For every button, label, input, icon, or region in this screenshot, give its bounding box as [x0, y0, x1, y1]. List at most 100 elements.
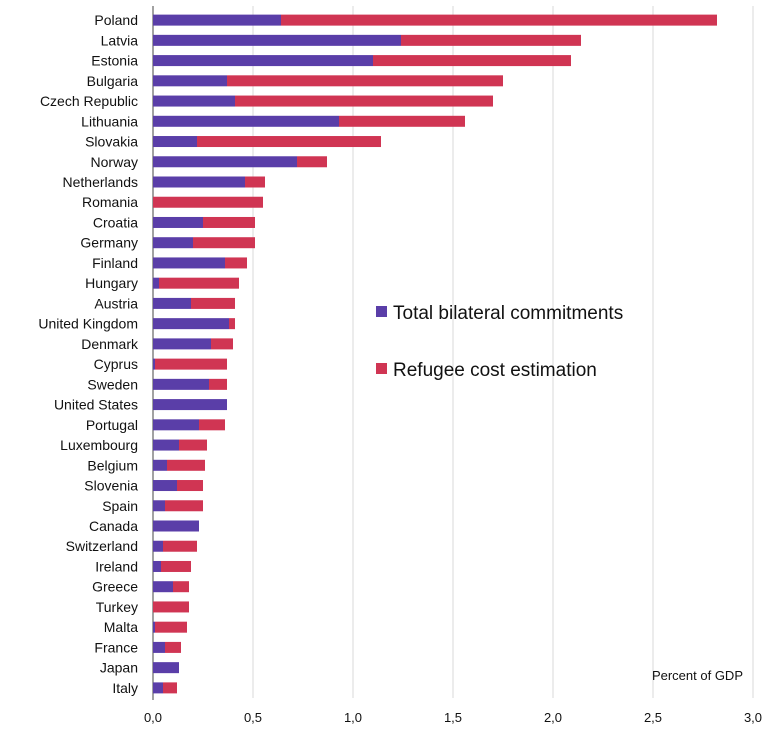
bar-bilateral-commitments [153, 662, 179, 674]
category-label: Lithuania [81, 113, 138, 129]
bar-refugee-cost [245, 176, 265, 188]
bar-refugee-cost [173, 581, 189, 593]
bar-refugee-cost [161, 560, 191, 572]
bar-bilateral-commitments [153, 358, 155, 370]
bar-refugee-cost [227, 75, 503, 87]
bar-bilateral-commitments [153, 419, 199, 431]
bar-bilateral-commitments [153, 682, 163, 694]
category-label: Finland [92, 255, 138, 271]
bar-bilateral-commitments [153, 95, 235, 107]
category-label: Greece [92, 579, 138, 595]
category-label: Sweden [87, 376, 138, 392]
bar-bilateral-commitments [153, 378, 209, 390]
bar-bilateral-commitments [153, 641, 165, 653]
bar-refugee-cost [177, 480, 203, 492]
category-label: Turkey [96, 599, 138, 615]
bar-bilateral-commitments [153, 136, 197, 148]
category-label: Portugal [86, 417, 138, 433]
category-label: Canada [89, 518, 138, 534]
bar-bilateral-commitments [153, 581, 173, 593]
bar-refugee-cost [225, 257, 247, 269]
bar-refugee-cost [211, 338, 233, 350]
category-label: Spain [102, 498, 138, 514]
bar-bilateral-commitments [153, 277, 159, 289]
category-label: Latvia [101, 32, 139, 48]
bar-refugee-cost [179, 439, 207, 451]
bar-refugee-cost [193, 237, 255, 249]
bar-bilateral-commitments [153, 115, 339, 127]
category-label: Croatia [93, 214, 138, 230]
bar-bilateral-commitments [153, 14, 281, 26]
category-label: Slovakia [85, 134, 138, 150]
x-tick-label: 2,0 [544, 710, 562, 725]
bar-bilateral-commitments [153, 156, 297, 168]
bar-bilateral-commitments [153, 439, 179, 451]
category-label: Malta [104, 619, 138, 635]
legend-label: Refugee cost estimation [393, 360, 597, 381]
bar-bilateral-commitments [153, 540, 163, 552]
bar-bilateral-commitments [153, 257, 225, 269]
category-label: Belgium [87, 457, 138, 473]
bar-bilateral-commitments [153, 216, 203, 228]
bar-bilateral-commitments [153, 75, 227, 87]
bar-refugee-cost [165, 641, 181, 653]
bar-bilateral-commitments [153, 34, 401, 46]
bar-bilateral-commitments [153, 237, 193, 249]
category-label: Netherlands [63, 174, 139, 190]
bar-bilateral-commitments [153, 176, 245, 188]
bar-refugee-cost [297, 156, 327, 168]
bar-bilateral-commitments [153, 459, 167, 471]
bar-refugee-cost [235, 95, 493, 107]
category-label: Poland [94, 12, 138, 28]
category-label: Bulgaria [87, 73, 139, 89]
category-label: Japan [100, 660, 138, 676]
bar-refugee-cost [339, 115, 465, 127]
legend-swatch-refugee [376, 363, 387, 374]
category-label: Italy [112, 680, 138, 696]
legend-label: Total bilateral commitments [393, 303, 623, 324]
bar-refugee-cost [191, 297, 235, 309]
x-tick-label: 3,0 [744, 710, 762, 725]
bar-bilateral-commitments [153, 55, 373, 67]
bar-bilateral-commitments [153, 318, 229, 330]
category-label: Germany [80, 235, 138, 251]
bar-refugee-cost [155, 358, 227, 370]
category-label: United Kingdom [38, 316, 138, 332]
category-label: Ireland [95, 558, 138, 574]
bar-refugee-cost [167, 459, 205, 471]
category-label: Czech Republic [40, 93, 138, 109]
category-label: Denmark [81, 336, 139, 352]
bar-refugee-cost [163, 682, 177, 694]
bar-bilateral-commitments [153, 338, 211, 350]
category-label: Norway [91, 154, 138, 170]
bar-refugee-cost [159, 277, 239, 289]
x-tick-label: 0,5 [244, 710, 262, 725]
category-label: France [94, 639, 138, 655]
category-label: Austria [94, 295, 138, 311]
category-label: Cyprus [94, 356, 138, 372]
bar-bilateral-commitments [153, 297, 191, 309]
bar-bilateral-commitments [153, 480, 177, 492]
x-tick-label: 1,5 [444, 710, 462, 725]
x-tick-label: 1,0 [344, 710, 362, 725]
bar-refugee-cost [229, 318, 235, 330]
bar-bilateral-commitments [153, 399, 227, 411]
legend-swatch-bilateral [376, 306, 387, 317]
bar-refugee-cost [165, 500, 203, 512]
bar-refugee-cost [153, 601, 189, 613]
unit-label: Percent of GDP [652, 668, 743, 683]
bar-refugee-cost [163, 540, 197, 552]
x-tick-label: 0,0 [144, 710, 162, 725]
bar-refugee-cost [401, 34, 581, 46]
bar-refugee-cost [373, 55, 571, 67]
bar-bilateral-commitments [153, 560, 161, 572]
bar-refugee-cost [209, 378, 227, 390]
category-label: Romania [82, 194, 138, 210]
bar-refugee-cost [281, 14, 717, 26]
bar-bilateral-commitments [153, 500, 165, 512]
category-label: United States [54, 397, 138, 413]
x-tick-label: 2,5 [644, 710, 662, 725]
bar-refugee-cost [197, 136, 381, 148]
